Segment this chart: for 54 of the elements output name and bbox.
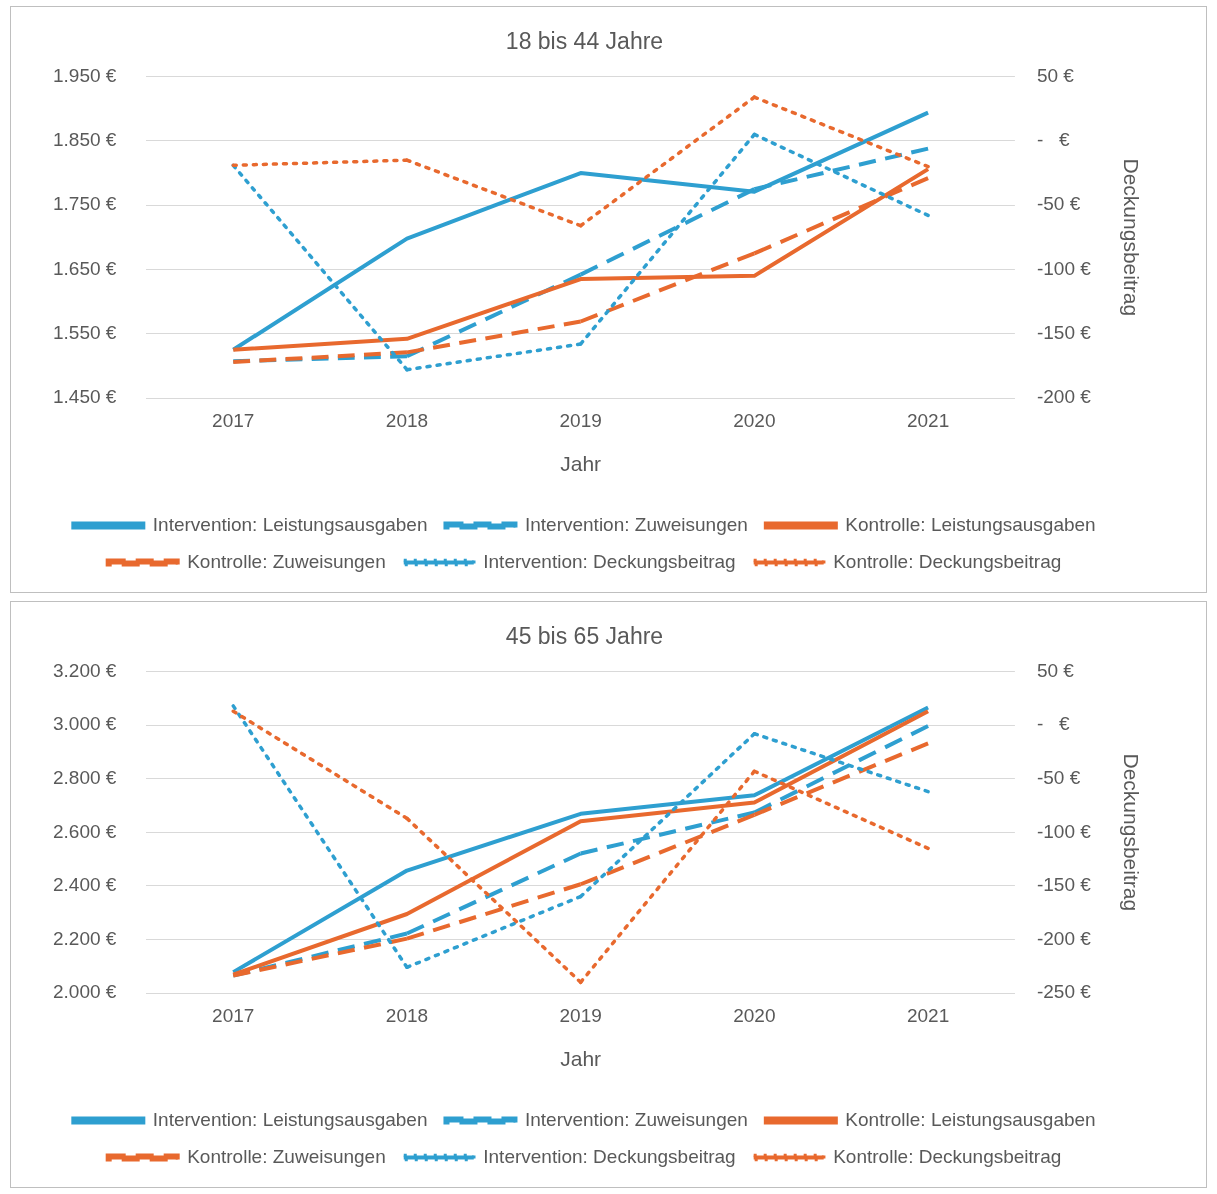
y2-tick-label: -200 € [1036,386,1092,408]
y-tick-label: 1.450 € [52,386,117,408]
legend-label: Intervention: Leistungsausgaben [152,1108,428,1130]
y-tick-label: 2.600 € [52,820,117,842]
y2-tick-label: -150 € [1036,321,1092,343]
chart-title: 18 bis 44 Jahre [505,28,664,55]
y2-tick-label: -200 € [1036,927,1092,949]
y2-tick-label: -150 € [1036,874,1092,896]
x-axis-title: Jahr [560,1047,602,1071]
legend-label: Intervention: Leistungsausgaben [152,513,428,535]
chart-title: 45 bis 65 Jahre [505,623,664,650]
y-tick-label: 1.950 € [52,64,117,86]
y-tick-label: 2.400 € [52,874,117,896]
y2-tick-label: -100 € [1036,820,1092,842]
legend-label: Intervention: Deckungsbeitrag [483,1145,736,1167]
y-tick-label: 1.550 € [52,321,117,343]
legend-label: Kontrolle: Deckungsbeitrag [833,1145,1062,1167]
y-tick-label: 1.850 € [52,129,117,151]
y2-tick-label: -50 € [1036,766,1081,788]
x-tick-label: 2019 [559,1004,602,1026]
y2-tick-label: 50 € [1036,659,1075,681]
y2-tick-label: -100 € [1036,257,1092,279]
x-axis-title: Jahr [560,452,602,476]
legend-label: Kontrolle: Leistungsausgaben [845,513,1096,535]
y2-axis-title: Deckungsbeitrag [1119,753,1143,912]
x-tick-label: 2017 [212,409,255,431]
y-tick-label: 1.650 € [52,257,117,279]
y-tick-label: 2.800 € [52,766,117,788]
legend-label: Kontrolle: Deckungsbeitrag [833,550,1062,572]
y2-tick-label: 50 € [1036,64,1075,86]
legend-label: Intervention: Zuweisungen [524,513,748,535]
legend-label: Intervention: Zuweisungen [524,1108,748,1130]
y2-tick-label: -50 € [1036,193,1081,215]
x-tick-label: 2020 [733,409,776,431]
y-tick-label: 3.200 € [52,659,117,681]
y2-axis-title: Deckungsbeitrag [1119,158,1143,317]
legend-label: Kontrolle: Zuweisungen [187,1145,386,1167]
legend-label: Intervention: Deckungsbeitrag [483,550,736,572]
legend-label: Kontrolle: Leistungsausgaben [845,1108,1096,1130]
y2-tick-label: - € [1036,129,1071,151]
y-tick-label: 2.000 € [52,981,117,1003]
y2-tick-label: - € [1036,713,1071,735]
x-tick-label: 2019 [559,409,602,431]
y-tick-label: 3.000 € [52,713,117,735]
y-tick-label: 2.200 € [52,927,117,949]
y2-tick-label: -250 € [1036,981,1092,1003]
x-tick-label: 2018 [385,1004,429,1026]
x-tick-label: 2020 [733,1004,776,1026]
x-tick-label: 2021 [906,409,950,431]
x-tick-label: 2017 [212,1004,255,1026]
legend-label: Kontrolle: Zuweisungen [187,550,386,572]
x-tick-label: 2018 [385,409,429,431]
x-tick-label: 2021 [906,1004,950,1026]
y-tick-label: 1.750 € [52,193,117,215]
